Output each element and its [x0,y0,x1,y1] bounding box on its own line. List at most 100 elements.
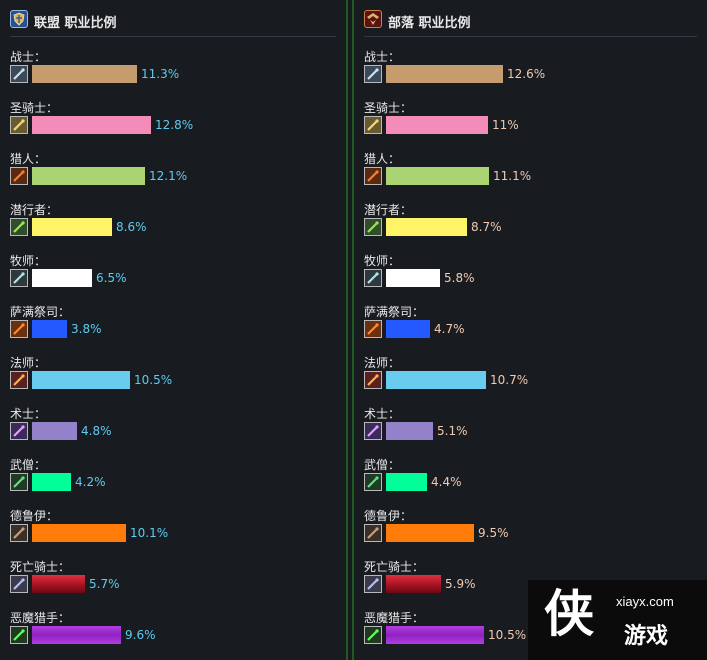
alliance-class-row: 武僧： 4.2% [10,456,330,502]
bar [386,167,489,185]
watermark-url: xiayx.com [616,594,674,609]
tick-label: 圣骑士： [364,101,413,115]
druid-icon [10,524,28,542]
alliance-class-row: 萨满祭司： 3.8% [10,303,330,349]
alliance-class-row: 死亡骑士： 5.7% [10,558,330,604]
bar [386,269,440,287]
data-label: 10.1% [130,526,169,540]
tick-label: 战士： [364,50,401,64]
bar [32,524,126,542]
bar [32,575,85,593]
tick-label: 死亡骑士： [364,560,425,574]
bar [32,218,112,236]
data-label: 10.7% [490,373,529,387]
priest-icon [10,269,28,287]
bar [386,218,467,236]
data-label: 4.4% [431,475,462,489]
warlock-icon [10,422,28,440]
data-label: 11.3% [141,67,180,81]
bar [386,626,484,644]
priest-icon [364,269,382,287]
tick-label: 牧师： [364,254,401,268]
horde-class-row: 德鲁伊： 9.5% [364,507,684,553]
shaman-icon [364,320,382,338]
tick-label: 德鲁伊： [364,509,413,523]
bar [386,116,488,134]
horde-class-row: 猎人： 11.1% [364,150,684,196]
data-label: 5.1% [437,424,468,438]
alliance-class-row: 法师： 10.5% [10,354,330,400]
rogue-icon [364,218,382,236]
alliance-title: 联盟 职业比例 [34,16,117,31]
data-label: 8.6% [116,220,147,234]
bar [32,422,77,440]
sword-icon [364,65,382,83]
data-label: 12.1% [149,169,188,183]
horde-class-row: 术士： 5.1% [364,405,684,451]
alliance-class-row: 德鲁伊： 10.1% [10,507,330,553]
alliance-class-row: 术士： 4.8% [10,405,330,451]
bar [32,116,151,134]
alliance-class-row: 圣骑士： 12.8% [10,99,330,145]
tick-label: 圣骑士： [10,101,59,115]
data-label: 3.8% [71,322,102,336]
death-knight-icon [364,575,382,593]
tick-label: 武僧： [364,458,401,472]
bar [386,575,441,593]
horde-class-row: 圣骑士： 11% [364,99,684,145]
alliance-header: 联盟 职业比例 [10,8,336,37]
horde-class-row: 潜行者： 8.7% [364,201,684,247]
tick-label: 战士： [10,50,47,64]
paladin-icon [364,116,382,134]
tick-label: 法师： [10,356,47,370]
horde-class-row: 战士： 12.6% [364,48,684,94]
site-watermark: 侠 xiayx.com 游戏 [528,580,707,660]
horde-title: 部落 职业比例 [388,16,471,31]
druid-icon [364,524,382,542]
hunter-icon [364,167,382,185]
data-label: 6.5% [96,271,127,285]
tick-label: 猎人： [10,152,47,166]
tick-label: 萨满祭司： [364,305,425,319]
tick-label: 猎人： [364,152,401,166]
bar [32,626,121,644]
data-label: 5.9% [445,577,476,591]
shaman-icon [10,320,28,338]
mage-icon [364,371,382,389]
hunter-icon [10,167,28,185]
warlock-icon [364,422,382,440]
monk-icon [364,473,382,491]
data-label: 4.8% [81,424,112,438]
tick-label: 恶魔猎手： [10,611,71,625]
tick-label: 德鲁伊： [10,509,59,523]
bar [386,65,503,83]
tick-label: 死亡骑士： [10,560,71,574]
horde-class-row: 法师： 10.7% [364,354,684,400]
alliance-class-row: 潜行者： 8.6% [10,201,330,247]
tick-label: 潜行者： [10,203,59,217]
data-label: 11% [492,118,519,132]
bar [386,524,474,542]
bar [32,473,71,491]
tick-label: 法师： [364,356,401,370]
data-label: 5.7% [89,577,120,591]
bar [32,269,92,287]
watermark-text: 游戏 [624,624,669,649]
bar [32,320,67,338]
sword-icon [10,65,28,83]
tick-label: 恶魔猎手： [364,611,425,625]
bar [386,473,427,491]
horde-header: 部落 职业比例 [364,8,697,37]
mage-icon [10,371,28,389]
alliance-crest-icon [10,10,28,28]
data-label: 11.1% [493,169,532,183]
bar [32,371,130,389]
horde-class-row: 恶魔猎手： 10.5% [364,609,684,655]
tick-label: 牧师： [10,254,47,268]
rogue-icon [10,218,28,236]
data-label: 8.7% [471,220,502,234]
bar [386,422,433,440]
demon-hunter-icon [364,626,382,644]
data-label: 4.7% [434,322,465,336]
tick-label: 术士： [10,407,47,421]
